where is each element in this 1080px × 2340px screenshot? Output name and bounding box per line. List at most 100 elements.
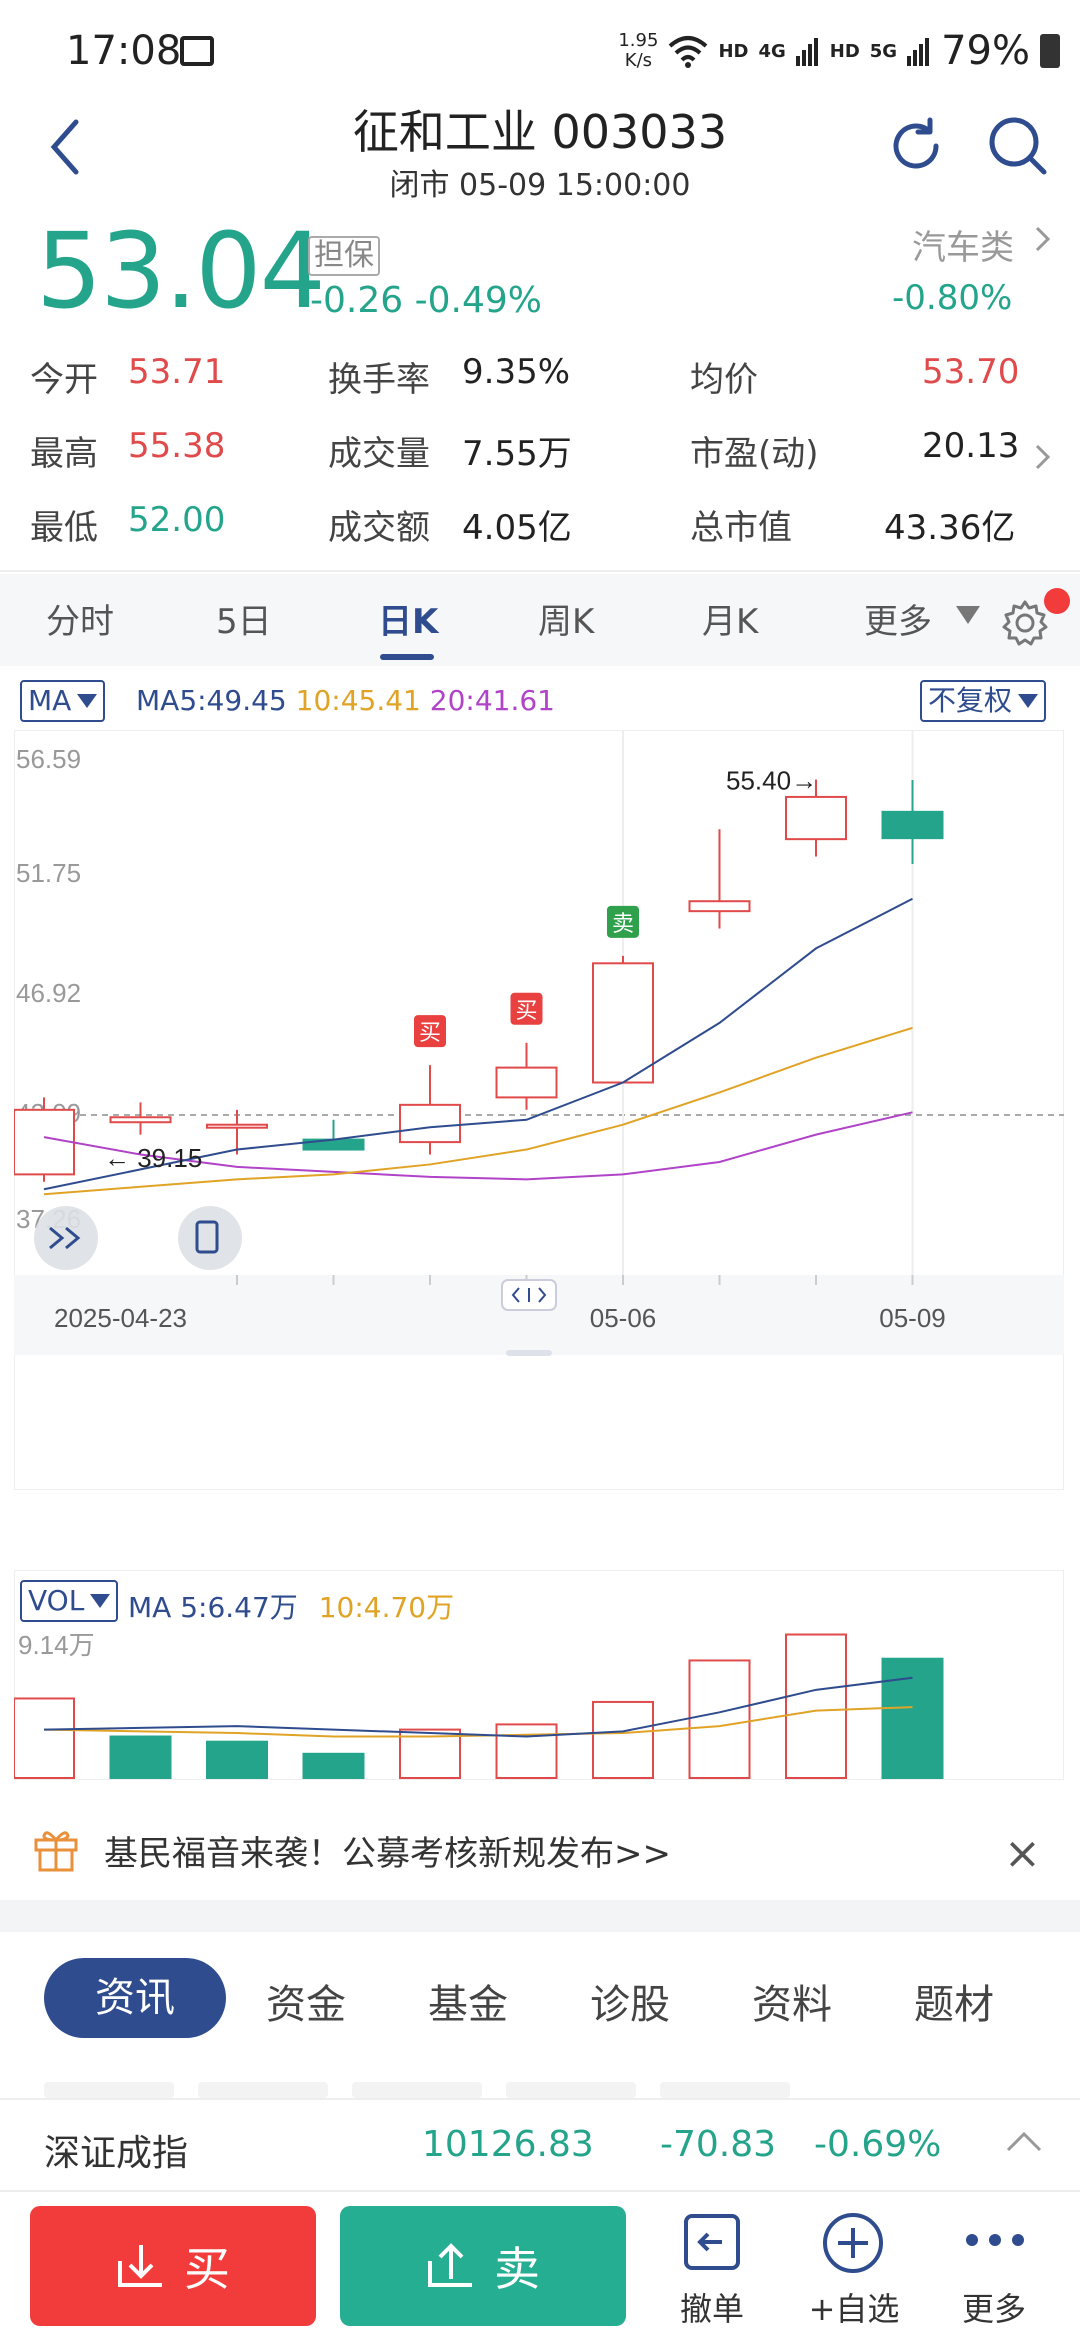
more-label[interactable]: 更多 bbox=[961, 2290, 1026, 2328]
tab-intraday[interactable]: 分时 bbox=[46, 602, 114, 642]
period-tabs: 分时 5日 日K 周K 月K 更多 bbox=[0, 574, 1080, 666]
tab-five-day[interactable]: 5日 bbox=[216, 602, 272, 642]
volume-ma10-line bbox=[43, 1706, 913, 1738]
volume-indicator-label: VOL bbox=[28, 1584, 85, 1617]
refresh-icon[interactable] bbox=[886, 116, 946, 176]
volume-chart[interactable]: 9.14万 bbox=[14, 1570, 1064, 1780]
volume-bar bbox=[14, 1697, 75, 1779]
pe-value: 20.13 bbox=[922, 426, 1020, 466]
stock-title: 征和工业 003033 bbox=[352, 105, 728, 159]
ma20-line bbox=[43, 1111, 913, 1181]
candle-body bbox=[206, 1123, 268, 1129]
signal-marker bbox=[607, 905, 639, 938]
close-icon[interactable]: × bbox=[1004, 1828, 1041, 1879]
tab-more[interactable]: 更多 bbox=[864, 602, 932, 642]
back-icon[interactable] bbox=[40, 112, 90, 182]
active-tab-indicator bbox=[380, 654, 434, 660]
change-value: -0.26 bbox=[310, 280, 404, 321]
tab-weekly[interactable]: 周K bbox=[538, 602, 595, 642]
index-name: 深证成指 bbox=[44, 2133, 189, 2174]
expand-stats-icon[interactable] bbox=[1032, 440, 1054, 474]
min-price-label: ← 39.15 bbox=[104, 1143, 202, 1173]
current-price: 53.04 bbox=[36, 210, 326, 332]
margin-badge: 担保 bbox=[308, 236, 380, 276]
volume-bar bbox=[206, 1740, 268, 1779]
buy-arrow-icon bbox=[118, 2245, 162, 2287]
volume-bar bbox=[399, 1728, 461, 1780]
volume-bar bbox=[495, 1723, 558, 1779]
high-value: 55.38 bbox=[128, 426, 226, 466]
sell-arrow-icon bbox=[428, 2243, 472, 2287]
cancel-order-icon[interactable] bbox=[680, 2212, 744, 2274]
dropdown-triangle-icon bbox=[90, 1594, 111, 1608]
double-chevron-icon bbox=[49, 1226, 81, 1250]
rotate-screen-icon bbox=[195, 1220, 219, 1254]
status-bar: 17:08 1.95 K/s HD 4G HD 5G 79% bbox=[0, 0, 1080, 100]
loading-placeholders bbox=[44, 2082, 790, 2098]
subtab-funds[interactable]: 资金 bbox=[266, 1982, 346, 2028]
pe-label: 市盈(动) bbox=[690, 434, 819, 474]
candle-body bbox=[785, 795, 847, 841]
volume-label: 成交量 bbox=[328, 434, 430, 474]
index-value: 10126.83 bbox=[422, 2124, 594, 2165]
cancel-order-label[interactable]: 撤单 bbox=[679, 2290, 744, 2328]
subtab-diagnose[interactable]: 诊股 bbox=[590, 1982, 670, 2028]
subtab-fund[interactable]: 基金 bbox=[428, 1982, 508, 2028]
open-value: 53.71 bbox=[128, 352, 226, 392]
y-tick-label: 56.59 bbox=[16, 744, 81, 774]
tab-daily[interactable]: 日K bbox=[378, 602, 439, 642]
rotate-circle bbox=[178, 1206, 242, 1270]
x-tick-label: 05-09 bbox=[879, 1303, 946, 1333]
dropdown-triangle-icon bbox=[77, 694, 98, 708]
market-status: 闭市 05-09 15:00:00 bbox=[389, 168, 691, 203]
volume-max-label: 9.14万 bbox=[18, 1630, 95, 1660]
search-icon[interactable] bbox=[986, 114, 1050, 178]
low-label: 最低 bbox=[30, 508, 98, 548]
amount-label: 成交额 bbox=[328, 508, 430, 548]
signal-label: 买 bbox=[515, 999, 537, 1024]
dropdown-triangle-icon bbox=[1018, 694, 1039, 708]
subtab-profile[interactable]: 资料 bbox=[752, 1982, 832, 2028]
index-change: -70.83 bbox=[660, 2124, 777, 2165]
add-watchlist-label[interactable]: +自选 bbox=[808, 2290, 900, 2328]
settings-gear-icon[interactable] bbox=[1000, 598, 1050, 648]
buy-button[interactable]: 买 bbox=[30, 2206, 316, 2326]
status-time: 17:08 bbox=[66, 28, 182, 74]
index-bar[interactable] bbox=[0, 2098, 1080, 2190]
mktcap-value: 43.36亿 bbox=[884, 508, 1016, 548]
open-label: 今开 bbox=[30, 360, 98, 400]
candle-body bbox=[881, 810, 944, 840]
volume-bar bbox=[109, 1735, 172, 1780]
banner-text[interactable]: 基民福音来袭！公募考核新规发布>> bbox=[104, 1834, 671, 1874]
candle-body bbox=[592, 962, 654, 1084]
tab-monthly[interactable]: 月K bbox=[702, 602, 759, 642]
ma-indicator-select[interactable]: MA bbox=[20, 680, 106, 722]
chevron-up-icon[interactable] bbox=[1004, 2122, 1044, 2162]
signal-marker bbox=[414, 1015, 446, 1048]
mktcap-label: 总市值 bbox=[690, 508, 792, 548]
resize-handle bbox=[506, 1350, 552, 1356]
notification-dot bbox=[1044, 588, 1070, 614]
signal-marker bbox=[510, 992, 543, 1025]
index-change-percent: -0.69% bbox=[814, 2124, 942, 2165]
more-dots-icon[interactable] bbox=[962, 2230, 1028, 2250]
subtab-news[interactable]: 资讯 bbox=[44, 1958, 226, 2038]
price-change: -0.26 -0.49% bbox=[310, 280, 542, 321]
more-dropdown-icon[interactable] bbox=[956, 606, 980, 624]
avg-value: 53.70 bbox=[922, 352, 1020, 392]
add-watchlist-icon[interactable] bbox=[820, 2210, 886, 2276]
subtab-theme[interactable]: 题材 bbox=[914, 1982, 994, 2028]
gift-icon bbox=[34, 1831, 78, 1872]
status-icons: 1.95 K/s HD 4G HD 5G 79% bbox=[618, 28, 1060, 74]
turnover-label: 换手率 bbox=[328, 360, 430, 400]
divider bbox=[0, 570, 1080, 572]
sell-button[interactable]: 卖 bbox=[340, 2206, 626, 2326]
ma10-value: 10:45.41 bbox=[295, 684, 421, 717]
candle-body bbox=[688, 900, 751, 913]
volume-indicator-select[interactable]: VOL bbox=[20, 1580, 119, 1622]
adjust-select[interactable]: 不复权 bbox=[920, 680, 1047, 722]
hd-badge-1: HD bbox=[718, 40, 749, 62]
sector-link[interactable]: 汽车类 bbox=[912, 228, 1014, 268]
section-separator bbox=[0, 1900, 1080, 1932]
